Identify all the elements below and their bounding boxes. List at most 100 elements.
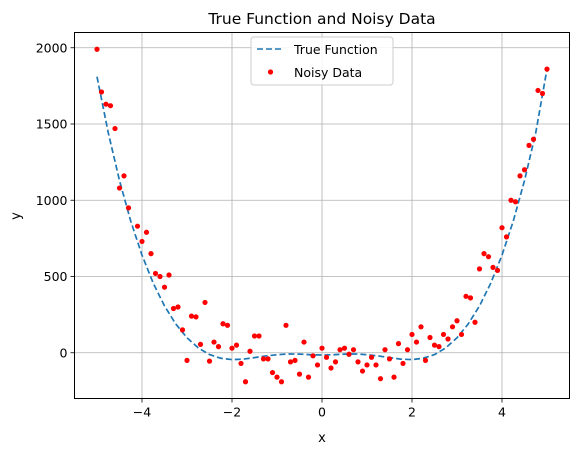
noisy-data-point — [400, 360, 406, 367]
noisy-data-point — [377, 376, 384, 382]
noisy-data-point — [197, 341, 204, 347]
legend-noisy-data-swatch — [267, 69, 274, 75]
noisy-data-point — [539, 90, 546, 97]
noisy-data-point — [359, 368, 366, 374]
noisy-data-point — [382, 347, 388, 353]
noisy-data-point — [116, 185, 123, 191]
noisy-data-point — [454, 318, 460, 324]
x-tick-label: 4 — [498, 405, 506, 420]
noisy-data-point — [355, 359, 361, 365]
noisy-data-point — [98, 89, 105, 95]
noisy-data-point — [427, 334, 433, 341]
noisy-data-point — [121, 173, 127, 179]
y-axis-ticks: 0 500 1000 1500 2000 — [36, 40, 75, 360]
noisy-data-point — [184, 357, 190, 363]
legend-noisy-data-label: Noisy Data — [294, 65, 362, 80]
x-tick-label: −2 — [223, 405, 241, 420]
noisy-data-point — [242, 379, 249, 385]
noisy-data-point — [413, 339, 420, 345]
noisy-data-point — [328, 365, 334, 371]
noisy-data-point — [395, 341, 402, 347]
noisy-data-point — [202, 299, 208, 306]
noisy-data-point — [485, 254, 492, 260]
noisy-data-point — [418, 324, 424, 330]
noisy-data-point — [274, 374, 280, 380]
noisy-data-point — [134, 223, 141, 229]
noisy-data-point — [107, 103, 114, 109]
true-function-line — [96, 68, 548, 361]
noisy-data-point — [503, 234, 510, 240]
noisy-data-point — [166, 272, 172, 278]
noisy-data-point — [409, 331, 415, 338]
noisy-data-point — [139, 238, 145, 245]
noisy-data-point — [103, 101, 109, 107]
noisy-data-point — [337, 347, 343, 353]
noisy-data-point — [188, 313, 195, 319]
noisy-data-point — [215, 344, 222, 350]
noisy-data-point — [301, 339, 307, 345]
noisy-data-point — [476, 266, 483, 272]
x-tick-label: 0 — [318, 405, 326, 420]
noisy-data-point — [94, 46, 100, 52]
noisy-data-point — [517, 173, 523, 179]
noisy-data-point — [323, 354, 330, 360]
x-axis-ticks: −4 −2 0 2 4 — [133, 398, 506, 420]
noisy-data-point — [368, 354, 375, 360]
noisy-data-point — [472, 319, 478, 325]
noisy-data-point — [125, 205, 132, 211]
legend-box — [250, 36, 394, 86]
noisy-data-point — [260, 356, 267, 362]
y-tick-label: 1500 — [36, 117, 68, 132]
y-tick-label: 1000 — [36, 193, 68, 208]
noisy-data-point — [440, 331, 447, 338]
noisy-data-point — [350, 347, 357, 353]
x-axis-label: x — [318, 431, 326, 446]
noisy-data-point — [373, 362, 379, 368]
noisy-data-point — [445, 336, 451, 342]
x-tick-label: 2 — [408, 405, 416, 420]
noisy-data-point — [404, 347, 411, 353]
noisy-data-point — [535, 87, 541, 94]
noisy-data-point — [458, 331, 465, 338]
y-tick-label: 0 — [60, 345, 68, 360]
noisy-data-point — [278, 379, 285, 385]
noisy-data-point — [431, 342, 438, 348]
noisy-data-point — [364, 362, 370, 368]
noisy-data-point — [220, 321, 226, 327]
noisy-data-point — [179, 327, 186, 333]
noisy-data-point — [463, 293, 469, 299]
noisy-data-point — [494, 267, 501, 273]
y-axis-label: y — [9, 212, 24, 220]
noisy-data-point — [292, 357, 298, 363]
noisy-data-point — [296, 371, 303, 377]
noisy-data-point — [422, 357, 429, 363]
noisy-data-point — [449, 324, 456, 330]
noisy-data-point — [544, 66, 550, 72]
noisy-data-point — [319, 345, 325, 351]
y-tick-label: 2000 — [36, 40, 68, 55]
noisy-data-point — [229, 345, 235, 351]
chart-title: True Function and Noisy Data — [207, 10, 435, 28]
noisy-data-point — [256, 333, 262, 339]
noisy-data-point — [152, 270, 159, 277]
noisy-data-point — [157, 273, 163, 280]
noisy-data-point — [224, 322, 231, 328]
noisy-data-point — [143, 229, 150, 235]
noisy-data-point — [269, 369, 276, 376]
noisy-data-point — [530, 136, 537, 142]
noisy-data-point — [467, 295, 474, 301]
legend-true-function-label: True Function — [293, 42, 378, 57]
noisy-data-point — [481, 251, 487, 257]
noisy-data-point — [193, 314, 199, 320]
noisy-data-point — [346, 351, 352, 357]
legend: True Function Noisy Data — [250, 36, 394, 86]
noisy-data-point — [148, 251, 154, 257]
noisy-data-point — [251, 333, 258, 339]
y-tick-label: 500 — [44, 269, 68, 284]
noisy-data-point — [206, 358, 213, 364]
noisy-data-point — [526, 142, 532, 148]
noisy-data-point — [305, 374, 312, 380]
noisy-data-point — [512, 199, 519, 205]
series-layer — [94, 46, 550, 385]
